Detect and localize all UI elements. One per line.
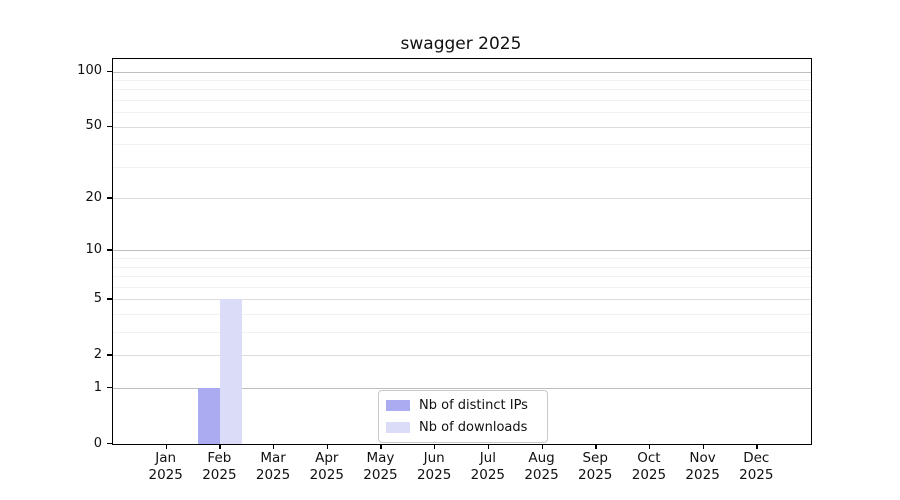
x-axis-tick (541, 444, 543, 450)
x-axis-tick-label: Aug 2025 (524, 450, 559, 483)
gridline-major (113, 388, 811, 390)
x-axis-tick (648, 444, 651, 450)
legend-swatch-distinct-ips-icon (386, 400, 410, 411)
gridline-minor (113, 112, 811, 114)
y-axis-tick (107, 354, 112, 356)
gridline-major (113, 250, 811, 252)
x-axis-tick (273, 444, 275, 450)
bar-downloads (220, 299, 243, 444)
gridline-minor (113, 314, 811, 316)
legend-entry-downloads: Nb of downloads (386, 420, 538, 435)
legend-label-downloads: Nb of downloads (419, 420, 528, 435)
y-axis-tick-label: 5 (93, 290, 102, 306)
y-axis-tick-label: 10 (85, 241, 102, 257)
gridline-minor (113, 99, 811, 101)
y-axis-tick-label: 1 (93, 379, 102, 395)
gridline-major (113, 299, 811, 301)
y-axis-tick-label: 2 (93, 346, 102, 362)
gridline-major (113, 71, 811, 73)
x-axis-tick-label: Feb 2025 (202, 450, 237, 483)
gridline-minor (113, 166, 811, 168)
gridline-major (113, 355, 811, 357)
x-axis-tick-label: Sep 2025 (578, 450, 613, 483)
x-axis-tick (380, 444, 382, 450)
legend-label-distinct-ips: Nb of distinct IPs (419, 398, 528, 413)
y-axis-tick (107, 125, 112, 127)
chart-title: swagger 2025 (400, 34, 522, 54)
y-axis-tick (107, 249, 112, 251)
y-axis-tick-label: 50 (85, 118, 102, 134)
x-axis-tick-label: Dec 2025 (739, 450, 774, 483)
x-axis-tick (595, 444, 597, 450)
x-axis-tick (702, 444, 704, 450)
gridline-minor (113, 79, 811, 81)
x-axis-tick-label: May 2025 (363, 450, 398, 483)
y-axis-tick-label: 100 (77, 63, 102, 78)
bar-distinct-ips (198, 388, 221, 444)
x-axis-tick-label: Jul 2025 (470, 450, 506, 483)
plot-area (112, 58, 812, 445)
legend-entry-distinct-ips: Nb of distinct IPs (386, 398, 538, 413)
gridline-minor (113, 332, 811, 334)
x-axis-tick-label: Apr 2025 (309, 450, 344, 483)
gridline-minor (113, 258, 811, 260)
x-axis-tick-label: Jan 2025 (148, 450, 183, 483)
gridline-minor (113, 89, 811, 91)
x-axis-tick (487, 444, 490, 450)
gridline-major (113, 198, 811, 200)
x-axis-tick-label: Oct 2025 (631, 450, 667, 483)
gridline-minor (113, 286, 811, 288)
y-axis-tick (107, 443, 112, 445)
x-axis-tick-label: Jun 2025 (416, 450, 452, 483)
y-axis-tick (107, 298, 112, 300)
gridline-major (113, 126, 811, 128)
x-axis-tick (326, 444, 329, 450)
gridline-minor (113, 276, 811, 278)
y-axis-tick (107, 70, 112, 72)
y-axis-tick (107, 387, 112, 389)
y-axis-tick-label: 20 (85, 189, 102, 205)
x-axis-tick (434, 444, 436, 450)
gridline-minor (113, 266, 811, 268)
x-axis-tick (165, 444, 167, 450)
x-axis-tick-label: Mar 2025 (255, 450, 291, 483)
gridline-minor (113, 144, 811, 146)
x-axis-tick (219, 444, 221, 450)
x-axis-tick (756, 444, 758, 450)
x-axis-tick-label: Nov 2025 (685, 450, 720, 483)
legend-swatch-downloads-icon (386, 422, 410, 433)
y-axis-tick-label: 0 (93, 435, 102, 451)
legend: Nb of distinct IPs Nb of downloads (378, 390, 548, 443)
y-axis-tick (107, 197, 112, 199)
